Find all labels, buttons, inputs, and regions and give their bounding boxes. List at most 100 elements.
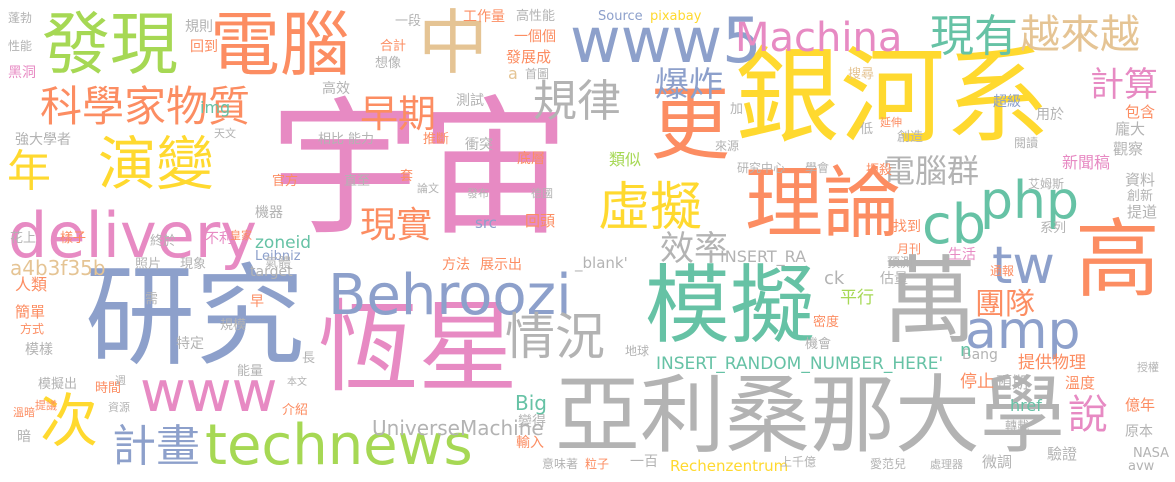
word: 新聞稿 xyxy=(1062,153,1111,172)
word: php xyxy=(980,171,1079,231)
word: Rechenzentrum xyxy=(670,457,789,475)
word: 一個個 xyxy=(514,29,556,45)
word: 皇家 xyxy=(230,229,252,242)
word: 宇宙 xyxy=(270,83,571,257)
word: 銀河系 xyxy=(735,36,1051,158)
word: technews xyxy=(205,413,473,478)
word: 現象 xyxy=(180,257,207,272)
word: 粒子 xyxy=(585,457,610,471)
word: 驗證 xyxy=(1047,445,1078,463)
word: 套 xyxy=(400,169,414,184)
word: 變得 xyxy=(518,414,546,430)
word: 授權 xyxy=(1137,361,1159,374)
word: 性能 xyxy=(8,39,33,53)
word: 系列 xyxy=(1040,221,1067,236)
word: 找到 xyxy=(893,219,921,235)
word: 計算 xyxy=(1090,65,1158,105)
word: 年 xyxy=(7,146,51,197)
word: 延伸 xyxy=(880,116,902,129)
word: 萬 xyxy=(882,247,978,357)
word: 創造 xyxy=(897,130,924,145)
word: 推斷 xyxy=(423,132,450,147)
word: 加 xyxy=(730,102,744,117)
word: 電腦 xyxy=(210,4,350,86)
word: 能量 xyxy=(237,364,264,379)
word: 生活 xyxy=(948,247,976,263)
word: 規模 xyxy=(220,318,247,333)
word: 說 xyxy=(1068,392,1108,438)
word: Big xyxy=(515,391,547,415)
word: INSERT_RA xyxy=(720,247,807,266)
word: 包含 xyxy=(1125,103,1156,121)
word: INSERT_RANDOM_NUMBER_HERE' xyxy=(656,354,944,374)
word: 首圖 xyxy=(525,67,550,81)
word: a4b3f35b xyxy=(10,256,106,280)
word: tw xyxy=(992,236,1055,296)
word: 提供物理 xyxy=(1018,353,1086,373)
word: 方法 xyxy=(442,257,470,273)
word: 平行 xyxy=(840,288,874,308)
word: 規則 xyxy=(185,19,213,35)
word: NASA xyxy=(1133,446,1170,461)
word: 早期 xyxy=(360,92,437,136)
word: 溫暗 xyxy=(13,406,35,419)
word: 上千億 xyxy=(780,455,817,469)
word: 艾姆斯 xyxy=(1028,177,1065,191)
word: 發現 xyxy=(42,6,179,85)
word: 特定 xyxy=(176,336,204,352)
word: 輸入 xyxy=(516,435,544,451)
word: 黑洞 xyxy=(8,65,36,81)
word: 發布 xyxy=(467,187,489,200)
word: 資源 xyxy=(108,401,130,414)
word: 月刊 xyxy=(897,242,922,256)
word: 官方 xyxy=(272,174,299,189)
word: 溫度 xyxy=(1065,374,1096,392)
word: 發展成 xyxy=(506,48,552,66)
word: avw xyxy=(1128,459,1155,474)
word: 地球 xyxy=(625,344,650,358)
word: amp xyxy=(965,301,1081,361)
word: 電腦群 xyxy=(883,152,980,190)
word: 機器 xyxy=(255,205,283,221)
word: 樣子 xyxy=(60,231,87,246)
word: target xyxy=(250,264,293,280)
word: 越來越 xyxy=(1020,12,1140,58)
word: 週 xyxy=(115,374,126,387)
word: 用於 xyxy=(1036,107,1064,123)
word: 處理器 xyxy=(930,458,963,471)
word: Machina xyxy=(735,15,903,61)
word: 模擬出 xyxy=(38,377,78,392)
word: UniverseMachine xyxy=(372,416,544,440)
word: 科學家物質 xyxy=(40,82,251,131)
word: 展示出 xyxy=(480,257,522,273)
word: 億年 xyxy=(1125,396,1156,414)
word: 預測 xyxy=(887,256,914,271)
word: 研究 xyxy=(85,253,305,381)
word: 方式 xyxy=(20,322,45,336)
word: 簡單 xyxy=(15,303,46,321)
word: 規律 xyxy=(533,76,621,127)
word: 意味著 xyxy=(542,457,579,471)
word: 轉載 xyxy=(1005,419,1030,433)
word: img xyxy=(200,98,231,117)
word: 直至 xyxy=(344,174,371,189)
word: 停止 xyxy=(960,372,994,392)
word: 情況 xyxy=(505,308,605,366)
word: 觀察 xyxy=(1113,140,1144,158)
word: 時間 xyxy=(95,381,122,396)
word: 相比 xyxy=(318,132,345,147)
word: Leibniz xyxy=(255,249,301,264)
word: 爆炸 xyxy=(655,65,723,105)
word: 估量 xyxy=(880,271,908,287)
word: 暗 xyxy=(17,429,31,445)
word: 愛范兒 xyxy=(870,457,907,471)
word: 長 xyxy=(302,351,316,366)
word: 通報 xyxy=(990,264,1015,278)
word: 次 xyxy=(40,387,99,455)
word: 學會 xyxy=(805,161,830,175)
word: 終於 xyxy=(150,234,177,249)
word: 人類 xyxy=(15,275,48,294)
word: 原本 xyxy=(1125,424,1153,440)
word: 回到 xyxy=(190,39,218,55)
word: n xyxy=(960,340,972,361)
